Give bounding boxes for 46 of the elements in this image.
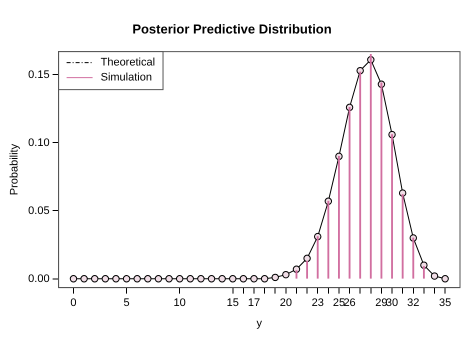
point [218,275,226,282]
point [70,275,78,282]
x-tick-label: 35 [439,297,452,310]
y-tick-label: 0.15 [28,68,50,81]
point [282,270,290,278]
point [229,275,236,282]
legend-label: Simulation [100,72,152,84]
x-tick-label: 20 [280,297,292,310]
point [303,254,311,262]
x-tick-label: 29 [375,297,388,310]
point [250,275,258,282]
x-tick-label: 32 [407,297,420,310]
point [112,275,120,282]
point [144,275,152,282]
y-tick-label: 0.05 [28,204,50,217]
x-tick-label: 17 [248,297,260,310]
point [272,274,279,282]
point [208,275,216,282]
y-tick-label: 0.00 [28,272,50,285]
point [240,275,248,282]
x-axis-title: y [256,317,263,330]
y-axis-title: Probability [8,143,21,196]
x-tick-label: 23 [312,297,324,310]
x-tick-label: 26 [343,297,356,310]
point [80,275,88,282]
chart-title: Posterior Predictive Distribution [132,21,332,36]
point [260,275,268,282]
point [441,275,449,282]
point [186,275,194,282]
x-tick-label: 25 [332,297,346,310]
x-tick-label: 0 [70,297,77,310]
point [165,275,173,282]
y-tick-label: 0.10 [28,136,50,149]
x-tick-label: 15 [226,297,239,310]
legend-label: Theoretical [100,56,156,69]
point [176,275,184,282]
point [154,275,162,282]
point [133,275,141,282]
x-tick-label: 5 [124,297,130,310]
x-tick-label: 30 [386,297,398,310]
point [430,272,438,280]
point [102,275,110,282]
point [197,275,205,282]
point [122,275,130,282]
x-tick-label: 10 [174,297,186,310]
point [91,275,98,282]
